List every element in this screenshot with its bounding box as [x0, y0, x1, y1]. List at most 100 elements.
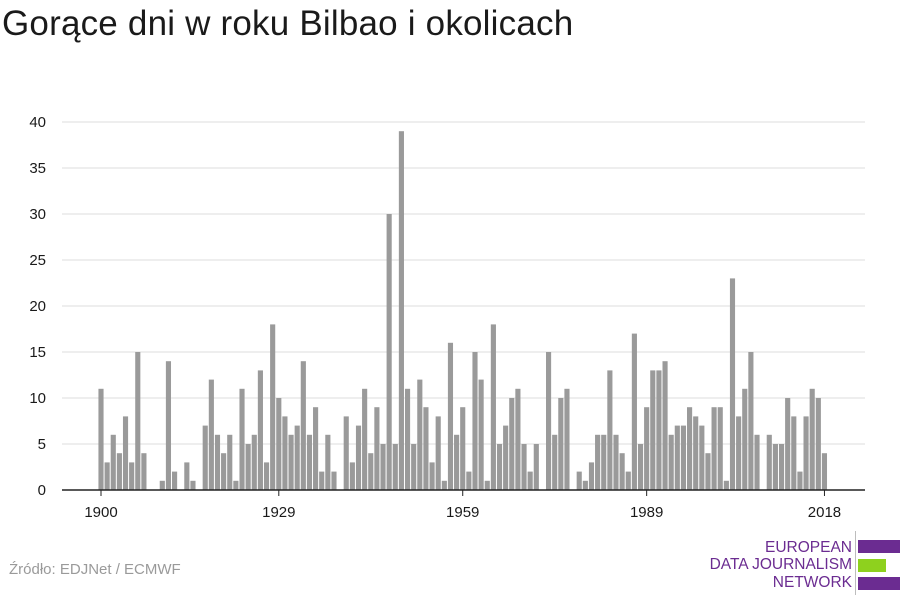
y-tick-label: 40: [29, 114, 46, 131]
bar-1928: [270, 324, 276, 490]
bar-1925: [251, 434, 257, 490]
bar-1953: [423, 407, 429, 490]
bar-1922: [233, 480, 239, 490]
bar-1998: [699, 425, 705, 490]
bar-2010: [772, 444, 778, 490]
bar-2012: [785, 398, 791, 490]
bar-1937: [325, 434, 331, 490]
y-tick-label: 15: [29, 344, 46, 361]
bar-1990: [650, 370, 656, 490]
bar-1997: [693, 416, 699, 490]
bar-1948: [392, 444, 398, 490]
bar-1917: [202, 425, 208, 490]
bar-2002: [723, 480, 729, 490]
bar-1930: [282, 416, 288, 490]
bar-1911: [165, 361, 172, 490]
bar-1900: [98, 388, 104, 490]
y-tick-label: 5: [38, 436, 46, 453]
bar-2018: [821, 453, 828, 490]
bar-1941: [349, 462, 355, 490]
bar-2011: [778, 444, 785, 490]
bar-1958: [454, 434, 460, 490]
bar-1961: [472, 352, 478, 490]
logo-divider: [855, 531, 856, 595]
x-axis: 1900 1929 1959 1989 2018: [62, 489, 865, 521]
bar-2017: [815, 398, 821, 490]
bar-2013: [791, 416, 797, 490]
bar-1971: [533, 444, 539, 490]
bar-1901: [104, 462, 110, 490]
bar-1931: [288, 434, 294, 490]
bars: [98, 131, 828, 490]
bar-1938: [331, 471, 337, 490]
bar-1982: [601, 434, 607, 490]
source-note: Źródło: EDJNet / ECMWF: [9, 561, 181, 578]
bar-2014: [797, 471, 803, 490]
bar-1945: [374, 407, 380, 490]
y-tick-label: 35: [29, 160, 46, 177]
logo-bar-purple-bottom: [858, 577, 900, 590]
chart-title: Gorące dni w roku Bilbao i okolicach: [2, 4, 574, 43]
logo-line-data-journalism: DATA JOURNALISM: [709, 556, 852, 573]
bar-1985: [619, 453, 625, 490]
bar-1968: [515, 388, 521, 490]
bar-1984: [613, 434, 619, 490]
bar-1946: [380, 444, 386, 490]
bar-1927: [263, 462, 270, 490]
bar-1918: [208, 379, 214, 490]
bar-1966: [503, 425, 509, 490]
x-tick-label: 1959: [446, 504, 479, 521]
bar-1929: [276, 398, 282, 490]
bar-2005: [742, 388, 748, 490]
bar-1924: [245, 444, 251, 490]
bar-1903: [116, 453, 122, 490]
bar-2015: [803, 416, 809, 490]
logo-bar-green: [858, 559, 886, 572]
bar-2016: [809, 388, 815, 490]
bar-1905: [129, 462, 135, 490]
bar-1964: [490, 324, 496, 490]
bar-1960: [466, 471, 472, 490]
bar-1965: [496, 444, 503, 490]
y-tick-label: 30: [29, 206, 46, 223]
y-axis-ticks: 0 5 10 15 20 25 30 35 40: [29, 114, 46, 499]
bar-1902: [110, 434, 116, 490]
bar-1949: [398, 131, 404, 490]
bar-1906: [135, 352, 141, 490]
bar-1954: [429, 462, 435, 490]
gridlines: [62, 121, 865, 445]
edjnet-logo: EUROPEAN DATA JOURNALISM NETWORK: [700, 531, 900, 595]
bar-1957: [447, 342, 454, 490]
bar-1934: [306, 434, 313, 490]
bar-1967: [509, 398, 515, 490]
bar-1912: [172, 471, 178, 490]
bar-1989: [644, 407, 650, 490]
bar-1973: [546, 352, 552, 490]
bar-1904: [122, 416, 129, 490]
bar-2006: [748, 352, 754, 490]
bar-2003: [729, 278, 736, 490]
bar-1983: [607, 370, 613, 490]
bar-1996: [687, 407, 693, 490]
bar-1956: [441, 480, 447, 490]
bar-1936: [319, 471, 325, 490]
bar-1926: [257, 370, 263, 490]
bar-1980: [588, 462, 595, 490]
bar-1943: [362, 388, 368, 490]
bar-1991: [656, 370, 662, 490]
bar-1952: [417, 379, 423, 490]
bar-1951: [411, 444, 417, 490]
bar-2000: [711, 407, 717, 490]
bar-2001: [717, 407, 723, 490]
bar-1992: [662, 361, 668, 490]
bar-2007: [754, 434, 760, 490]
logo-line-network: NETWORK: [772, 574, 852, 591]
bar-1933: [300, 361, 306, 490]
x-tick-label: 2018: [808, 504, 841, 521]
bar-1907: [141, 453, 147, 490]
y-tick-label: 10: [29, 390, 46, 407]
bar-1942: [355, 425, 362, 490]
bar-1963: [484, 480, 490, 490]
bar-1981: [595, 434, 601, 490]
